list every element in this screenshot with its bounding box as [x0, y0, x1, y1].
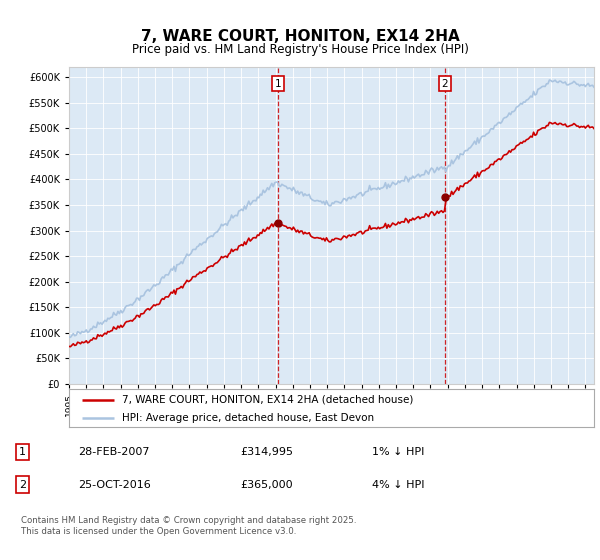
- Text: Price paid vs. HM Land Registry's House Price Index (HPI): Price paid vs. HM Land Registry's House …: [131, 43, 469, 55]
- Text: 28-FEB-2007: 28-FEB-2007: [78, 447, 149, 457]
- Text: HPI: Average price, detached house, East Devon: HPI: Average price, detached house, East…: [121, 413, 374, 423]
- Text: 1: 1: [275, 78, 281, 88]
- Text: 1: 1: [19, 447, 26, 457]
- Text: 2: 2: [19, 479, 26, 489]
- Text: 25-OCT-2016: 25-OCT-2016: [78, 479, 151, 489]
- Text: 7, WARE COURT, HONITON, EX14 2HA: 7, WARE COURT, HONITON, EX14 2HA: [140, 29, 460, 44]
- Text: 2: 2: [441, 78, 448, 88]
- Text: Contains HM Land Registry data © Crown copyright and database right 2025.
This d: Contains HM Land Registry data © Crown c…: [21, 516, 356, 536]
- Text: 4% ↓ HPI: 4% ↓ HPI: [372, 479, 425, 489]
- Text: £365,000: £365,000: [240, 479, 293, 489]
- Text: 7, WARE COURT, HONITON, EX14 2HA (detached house): 7, WARE COURT, HONITON, EX14 2HA (detach…: [121, 395, 413, 405]
- Text: £314,995: £314,995: [240, 447, 293, 457]
- Text: 1% ↓ HPI: 1% ↓ HPI: [372, 447, 424, 457]
